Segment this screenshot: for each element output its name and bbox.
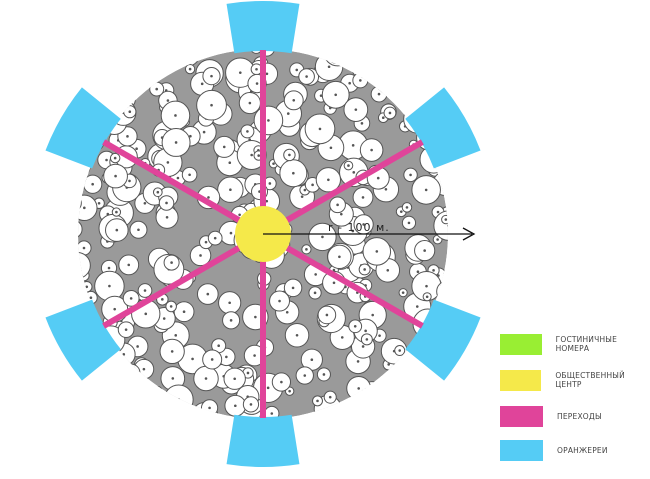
legend-swatch <box>500 369 542 391</box>
cell <box>159 395 172 408</box>
room-slot <box>120 32 203 83</box>
cell <box>86 372 99 385</box>
legend-passages: ПЕРЕХОДЫ <box>500 405 602 427</box>
cell <box>416 402 428 414</box>
greenhouse <box>226 1 300 54</box>
passage <box>261 231 424 329</box>
legend-label: ОБЩЕСТВЕННЫЙ ЦЕНТР <box>555 371 625 389</box>
cell <box>443 288 448 301</box>
cell <box>91 366 114 389</box>
cell <box>447 49 448 55</box>
cell <box>427 382 448 411</box>
legend-swatch <box>500 405 543 427</box>
cell <box>78 273 80 286</box>
legend-label: ГОСТИНИЧНЫЕ НОМЕРА <box>555 335 618 353</box>
cell <box>327 49 347 64</box>
cell <box>78 167 87 180</box>
cell <box>428 61 448 90</box>
cell <box>78 251 91 279</box>
cell <box>108 98 120 110</box>
greenhouse <box>404 299 481 381</box>
passages <box>102 50 424 418</box>
greenhouse <box>45 87 122 169</box>
legend-public-center: ОБЩЕСТВЕННЫЙ ЦЕНТР <box>500 369 650 391</box>
cell <box>121 363 141 383</box>
greenhouse <box>226 414 300 467</box>
cell <box>78 169 87 192</box>
legend-greenhouses: ОРАНЖЕРЕИ <box>500 439 608 461</box>
cell <box>95 79 109 93</box>
cell <box>97 379 126 409</box>
cell <box>111 49 137 62</box>
cell <box>78 49 103 73</box>
cell <box>406 74 425 93</box>
cell <box>78 385 108 417</box>
passage <box>261 139 424 237</box>
passage <box>102 231 265 329</box>
cell <box>177 49 200 67</box>
legend-swatch <box>500 333 542 355</box>
cell <box>436 280 448 303</box>
cell <box>78 195 82 212</box>
legend-label: ОРАНЖЕРЕИ <box>557 445 608 455</box>
cell <box>157 55 174 72</box>
cell <box>401 395 419 413</box>
cell <box>153 385 163 395</box>
cell <box>336 411 346 419</box>
legend-hotel-rooms: ГОСТИНИЧНЫЕ НОМЕРА <box>500 333 650 355</box>
cell <box>391 51 401 61</box>
cell <box>97 63 112 77</box>
cell <box>96 388 111 404</box>
arrow-head-icon <box>462 227 476 241</box>
room-slot <box>323 32 406 83</box>
cell <box>163 384 194 415</box>
cell <box>78 404 86 419</box>
radius-label: r - 100 м. <box>328 221 390 234</box>
cell <box>413 49 441 71</box>
cell <box>93 49 115 63</box>
room-slot <box>51 187 64 281</box>
room-slot <box>323 385 406 436</box>
cell <box>78 410 90 419</box>
legend-label: ПЕРЕХОДЫ <box>557 411 602 421</box>
outer-ring <box>45 1 481 467</box>
cell <box>364 62 375 73</box>
cell <box>122 49 151 59</box>
cell <box>78 219 83 239</box>
cell <box>193 49 204 60</box>
cell <box>113 82 127 96</box>
cell <box>362 387 374 399</box>
cell <box>433 210 448 241</box>
cell <box>90 49 113 57</box>
greenhouse <box>45 299 122 381</box>
cell <box>106 49 120 57</box>
cell <box>90 52 119 81</box>
cell <box>408 76 434 101</box>
cell <box>213 49 228 54</box>
cell <box>415 73 430 88</box>
cell <box>433 376 448 391</box>
passage <box>102 139 265 237</box>
greenhouse <box>404 87 481 169</box>
room-slot <box>120 385 203 436</box>
cell <box>104 369 119 383</box>
cell <box>426 49 442 53</box>
legend-swatch <box>500 439 543 461</box>
